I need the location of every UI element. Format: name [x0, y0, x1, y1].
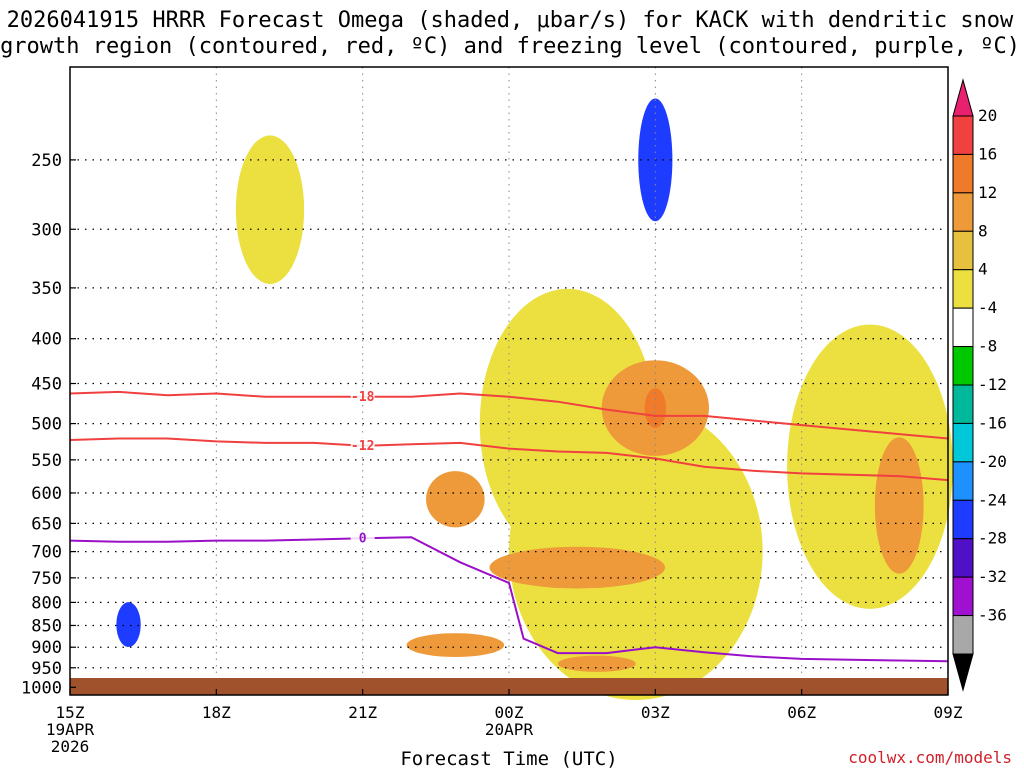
colorbar-label-5: -4 — [978, 298, 997, 317]
colorbar-swatch-2 — [952, 153, 974, 194]
colorbar-swatch-4 — [952, 230, 974, 271]
colorbar-swatch-12 — [952, 538, 974, 578]
colorbar-label-11: -28 — [978, 529, 1007, 548]
colorbar-label-8: -16 — [978, 413, 1007, 432]
omega-area-orange-6 — [874, 437, 924, 574]
y-tick-label-450: 450 — [31, 375, 62, 395]
contour-label-2: 0 — [359, 531, 367, 546]
contour-line-1 — [69, 437, 949, 482]
colorbar-label-4: 4 — [978, 260, 988, 279]
omega-shading-layer — [74, 98, 953, 725]
x-tick-date-00Z: 20APR — [485, 720, 534, 739]
colorbar-label-6: -8 — [978, 337, 997, 356]
x-tick-label-21Z: 21Z — [348, 703, 377, 722]
contour-label-bg-1 — [350, 436, 375, 453]
y-tick-label-850: 850 — [31, 616, 62, 636]
omega-area-green-5 — [562, 105, 631, 301]
y-tick-label-650: 650 — [31, 514, 62, 534]
x-tick-year-15Z: 2026 — [51, 737, 90, 756]
y-tick-label-250: 250 — [31, 151, 62, 171]
omega-area-red-1 — [644, 388, 667, 428]
colorbar-swatch-7 — [952, 346, 974, 386]
colorbar-swatch-5 — [952, 269, 974, 309]
colorbar-bottom-triangle — [952, 653, 974, 692]
omega-area-yellow-1 — [235, 135, 305, 285]
x-tick-label-00Z: 00Z — [495, 703, 524, 722]
contour-label-0: -18 — [351, 390, 375, 405]
y-tick-label-550: 550 — [31, 451, 62, 471]
y-tick-label-950: 950 — [31, 659, 62, 679]
colorbar-label-1: 16 — [978, 144, 997, 163]
omega-area-green-3 — [216, 415, 373, 571]
omega-area-blue-core-1 — [116, 602, 141, 648]
y-tick-label-500: 500 — [31, 415, 62, 435]
colorbar: 20 16 12 8 4 -4 -8 -12 -16 -20 -24 -28 -32 -36 — [952, 78, 1007, 692]
x-tick-label-15Z: 15Z — [56, 703, 85, 722]
omega-area-orange-4 — [426, 471, 485, 528]
y-tick-label-800: 800 — [31, 593, 62, 613]
colorbar-label-13: -36 — [978, 606, 1007, 625]
colorbar-swatch-6 — [952, 307, 974, 348]
colorbar-label-9: -20 — [978, 452, 1007, 471]
colorbar-label-2: 12 — [978, 183, 997, 202]
x-tick-label-09Z: 09Z — [934, 703, 963, 722]
colorbar-swatch-9 — [952, 422, 974, 463]
colorbar-label-12: -32 — [978, 567, 1007, 586]
x-tick-label-06Z: 06Z — [787, 703, 816, 722]
colorbar-swatch-8 — [952, 384, 974, 424]
contour-line-0 — [69, 390, 949, 440]
y-tick-label-1000: 1000 — [21, 678, 62, 698]
contour-label-bg-2 — [350, 529, 375, 546]
chart-title-line-2: growth region (contoured, red, ºC) and f… — [0, 34, 1020, 59]
credit-text: coolwx.com/models — [848, 748, 1012, 767]
y-tick-label-600: 600 — [31, 484, 62, 504]
colorbar-swatch-3 — [952, 192, 974, 232]
y-tick-label-300: 300 — [31, 220, 62, 240]
temperature-contours: -18 -12 0 — [69, 387, 949, 663]
omega-area-green-2 — [74, 460, 173, 725]
x-axis-label: Forecast Time (UTC) — [400, 748, 617, 768]
colorbar-swatch-1 — [952, 115, 974, 155]
contour-label-1: -12 — [351, 439, 374, 454]
colorbar-label-7: -12 — [978, 375, 1007, 394]
omega-area-green-6 — [777, 636, 827, 671]
omega-area-green-1 — [113, 115, 183, 234]
colorbar-swatch-10 — [952, 461, 974, 501]
x-tick-date-15Z: 19APR — [46, 720, 95, 739]
colorbar-label-0: 20 — [978, 106, 997, 125]
omega-area-orange-1 — [406, 633, 505, 658]
x-tick-label-18Z: 18Z — [202, 703, 231, 722]
y-axis-ticks: 2503003504004505005506006507007508008509… — [21, 151, 76, 698]
colorbar-swatch-11 — [952, 499, 974, 540]
colorbar-label-10: -24 — [978, 490, 1007, 509]
colorbar-label-3: 8 — [978, 221, 988, 240]
colorbar-swatch-14 — [952, 615, 974, 655]
y-tick-label-900: 900 — [31, 638, 62, 658]
contour-line-2 — [69, 536, 949, 663]
y-tick-label-350: 350 — [31, 279, 62, 299]
omega-area-orange-3 — [489, 546, 666, 589]
omega-area-yellow-3 — [509, 403, 763, 701]
y-tick-label-700: 700 — [31, 543, 62, 563]
omega-area-orange-2 — [557, 655, 636, 672]
y-tick-label-400: 400 — [31, 330, 62, 350]
x-tick-label-03Z: 03Z — [641, 703, 670, 722]
y-tick-label-750: 750 — [31, 569, 62, 589]
omega-area-yellow-4 — [787, 324, 953, 609]
omega-area-green-4 — [391, 280, 490, 388]
chart-title-line-1: 2026041915 HRRR Forecast Omega (shaded, … — [7, 8, 1014, 33]
colorbar-swatch-13 — [952, 576, 974, 617]
ground-terrain-band — [70, 678, 948, 695]
contour-label-bg-0 — [350, 387, 375, 404]
